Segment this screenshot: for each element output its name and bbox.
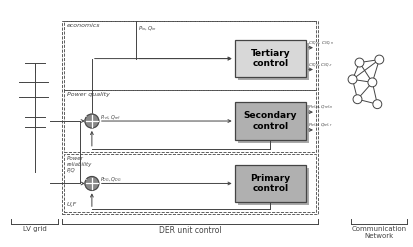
Bar <box>235 165 306 202</box>
Text: $C_{PQ,n},C_{VQ,n}$: $C_{PQ,n},C_{VQ,n}$ <box>308 39 334 47</box>
Text: economics: economics <box>67 23 101 28</box>
Bar <box>237 43 309 80</box>
Bar <box>62 21 318 214</box>
Bar <box>64 90 316 152</box>
Circle shape <box>373 100 382 109</box>
Text: Power
reliability
P,Q: Power reliability P,Q <box>67 156 93 173</box>
Bar <box>64 21 316 90</box>
Circle shape <box>348 75 357 84</box>
Text: Σ: Σ <box>82 112 86 118</box>
Text: Communication
Network: Communication Network <box>351 226 406 239</box>
Bar <box>237 105 309 143</box>
Text: Σ: Σ <box>82 175 86 181</box>
Bar <box>235 40 306 77</box>
Circle shape <box>375 55 384 64</box>
Text: Secondary
control: Secondary control <box>244 111 297 131</box>
Text: DER unit control: DER unit control <box>159 226 221 235</box>
Text: $P_{ref,n},Q_{ref,n}$: $P_{ref,n},Q_{ref,n}$ <box>308 103 334 111</box>
Text: Primary
control: Primary control <box>250 174 290 193</box>
Text: $C_{PQ,r},C_{VQ,r}$: $C_{PQ,r},C_{VQ,r}$ <box>308 61 333 69</box>
Bar <box>237 168 309 205</box>
Circle shape <box>85 177 99 190</box>
Circle shape <box>353 95 362 104</box>
Text: Power quality: Power quality <box>67 92 110 97</box>
Text: LV grid: LV grid <box>23 226 46 232</box>
Bar <box>64 154 316 212</box>
Text: U,F: U,F <box>67 202 77 207</box>
Circle shape <box>355 58 364 67</box>
Circle shape <box>85 114 99 128</box>
Text: Tertiary
control: Tertiary control <box>250 49 290 68</box>
Text: $P_{DG},Q_{DG}$: $P_{DG},Q_{DG}$ <box>100 176 121 184</box>
Bar <box>235 102 306 140</box>
Text: $P_{ref,r},Q_{ref,r}$: $P_{ref,r},Q_{ref,r}$ <box>308 121 332 129</box>
Text: $P_{in},Q_{in}$: $P_{in},Q_{in}$ <box>138 24 157 33</box>
Text: $P_{ref},Q_{ref}$: $P_{ref},Q_{ref}$ <box>100 113 121 122</box>
Circle shape <box>368 78 377 87</box>
